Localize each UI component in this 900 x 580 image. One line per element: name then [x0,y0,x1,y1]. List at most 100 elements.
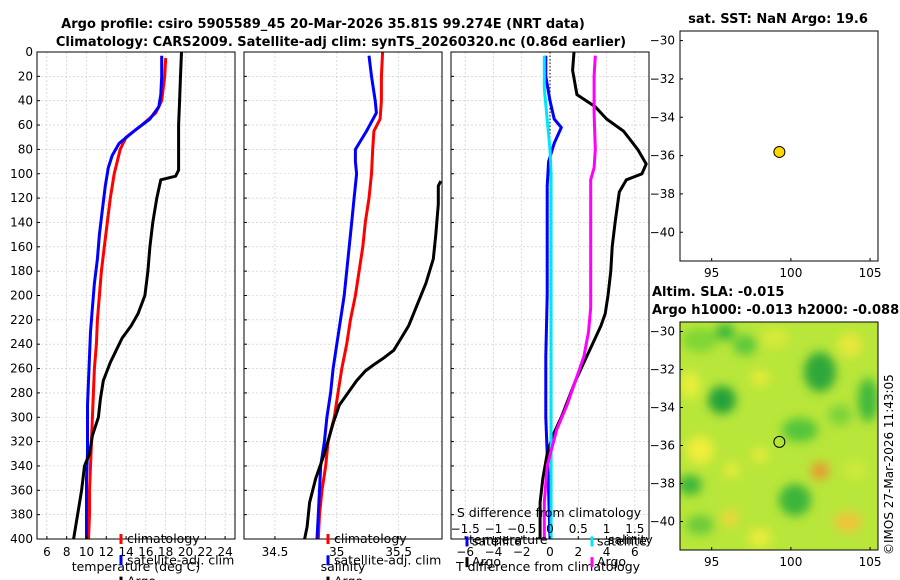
x-tick-label: 16 [138,545,153,559]
x-tick-label: 35 [329,545,344,559]
legend-title-salinity: salinity [608,532,653,547]
map-y-tick-label: −32 [650,363,675,377]
difference-panel: −6 −4 −2 0 2 4 6 −1.5 −1 −0.5 0 0.5 1 1.5 T differenc… [450,51,653,574]
map-y-tick-label: −38 [650,187,675,201]
x-tick-label: 22 [198,545,213,559]
x-tick-label: 10 [79,545,94,559]
map-y-tick-label: −40 [650,515,675,529]
map-x-tick-label: 105 [859,266,882,280]
y-tick-label: 200 [10,289,33,303]
map-y-tick-label: −36 [650,439,675,453]
timestamp: ©IMOS 27-Mar-2026 11:43:05 [882,374,896,555]
figure-title-line1: Argo profile: csiro 5905589_45 20-Mar-20… [61,17,585,32]
map-y-tick-label: −30 [650,34,675,48]
series-line-argo [303,180,443,540]
y-tick-label: 360 [10,483,33,497]
map-y-tick-label: −40 [650,225,675,239]
x-tick-label: 0 [546,545,554,559]
legend-label: climatology [334,531,407,546]
sst-map-title: sat. SST: NaN Argo: 19.6 [688,12,868,27]
series-line-argo [72,51,183,540]
legend-label: satellite-adj. clim [127,552,234,567]
series-line-climatology [87,58,168,540]
difference-x2label: S difference from climatology [457,505,642,520]
x2-tick-label: 0.5 [569,522,588,536]
map-x-tick-label: 100 [779,266,802,280]
series-line-climatology [316,51,385,540]
x-tick-label: 2 [574,545,582,559]
x-tick-label: 24 [217,545,232,559]
legend-label: climatology [127,531,200,546]
y-tick-label: 300 [10,410,33,424]
y-tick-label: 260 [10,362,33,376]
y-tick-label: 340 [10,459,33,473]
x2-tick-label: 1.5 [625,522,644,536]
x-tick-label: −2 [513,545,531,559]
legend-label: Argo [334,574,363,580]
x2-tick-label: −0.5 [507,522,536,536]
map-y-tick-label: −38 [650,477,675,491]
legend-label: satellite [472,533,522,548]
difference-xlabel: T difference from climatology [455,559,641,574]
sla-heatmap [680,322,878,550]
series-line-t-satellite [544,55,563,540]
y-tick-label: 160 [10,240,33,254]
x-tick-label: −4 [485,545,503,559]
legend-label: satellite-adj. clim [334,552,441,567]
x-tick-label: 6 [631,545,639,559]
map-y-tick-label: −34 [650,110,675,124]
argo-location-marker [773,145,786,158]
y-tick-label: 20 [18,69,33,83]
salinity-xlabel: salinity [321,559,366,574]
sla-map-panel: Altim. SLA: -0.015 Argo h1000: -0.013 h2… [650,285,899,569]
x-tick-label: 4 [603,545,611,559]
sst-map-panel: sat. SST: NaN Argo: 19.6 95 100 105 −30 −32 −… [650,12,882,280]
sla-map-title-line1: Altim. SLA: -0.015 [652,285,784,300]
legend-label: satellite [597,533,647,548]
map-x-tick-label: 100 [779,555,802,569]
series-line-satellite-adj-clim [85,55,164,539]
x-tick-label: 8 [63,545,71,559]
y-tick-label: 100 [10,167,33,181]
y-tick-label: 60 [18,118,33,132]
y-tick-label: 220 [10,313,33,327]
x2-tick-label: −1.5 [451,522,480,536]
y-tick-label: 0 [25,45,33,59]
y-tick-label: 240 [10,337,33,351]
x2-tick-label: 1 [603,522,611,536]
map-y-tick-label: −32 [650,72,675,86]
temperature-xlabel: temperature (deg C) [72,559,201,574]
x-tick-label: 18 [158,545,173,559]
temperature-panel: 0 20 40 60 80 100 120 140 160 180 200 220 240 260 280 3… [10,45,236,580]
map-x-tick-label: 95 [704,555,719,569]
argo-location-marker [773,435,786,448]
x-tick-label: 34.5 [262,545,289,559]
legend-title-temperature: temperature [469,532,548,547]
series-line-s-satellite [542,55,553,539]
map-y-tick-label: −30 [650,325,675,339]
map-x-tick-label: 95 [704,266,719,280]
x-tick-label: −6 [456,545,474,559]
x-tick-label: 35.5 [385,545,412,559]
y-tick-label: 400 [10,532,33,546]
sst-map-frame [679,30,879,262]
y-tick-label: 40 [18,94,33,108]
y-tick-label: 140 [10,215,33,229]
salinity-panel: 34.5 35 35.5 salinity climatology satellite… [243,51,443,580]
legend-label: Argo [127,574,156,580]
series-line-satellite-adj-clim [315,55,378,540]
y-tick-label: 120 [10,191,33,205]
x2-tick-label: −1 [485,522,503,536]
y-tick-label: 280 [10,386,33,400]
x2-tick-label: 0 [546,522,554,536]
map-y-tick-label: −36 [650,149,675,163]
sla-map-frame [679,321,879,551]
y-tick-label: 380 [10,508,33,522]
sla-map-title-line2: Argo h1000: -0.013 h2000: -0.088 [652,303,899,318]
legend-label: Argo [472,554,501,569]
map-x-tick-label: 105 [859,555,882,569]
y-tick-label: 180 [10,264,33,278]
x-tick-label: 12 [99,545,114,559]
figure-title-line2: Climatology: CARS2009. Satellite-adj cli… [56,35,626,50]
